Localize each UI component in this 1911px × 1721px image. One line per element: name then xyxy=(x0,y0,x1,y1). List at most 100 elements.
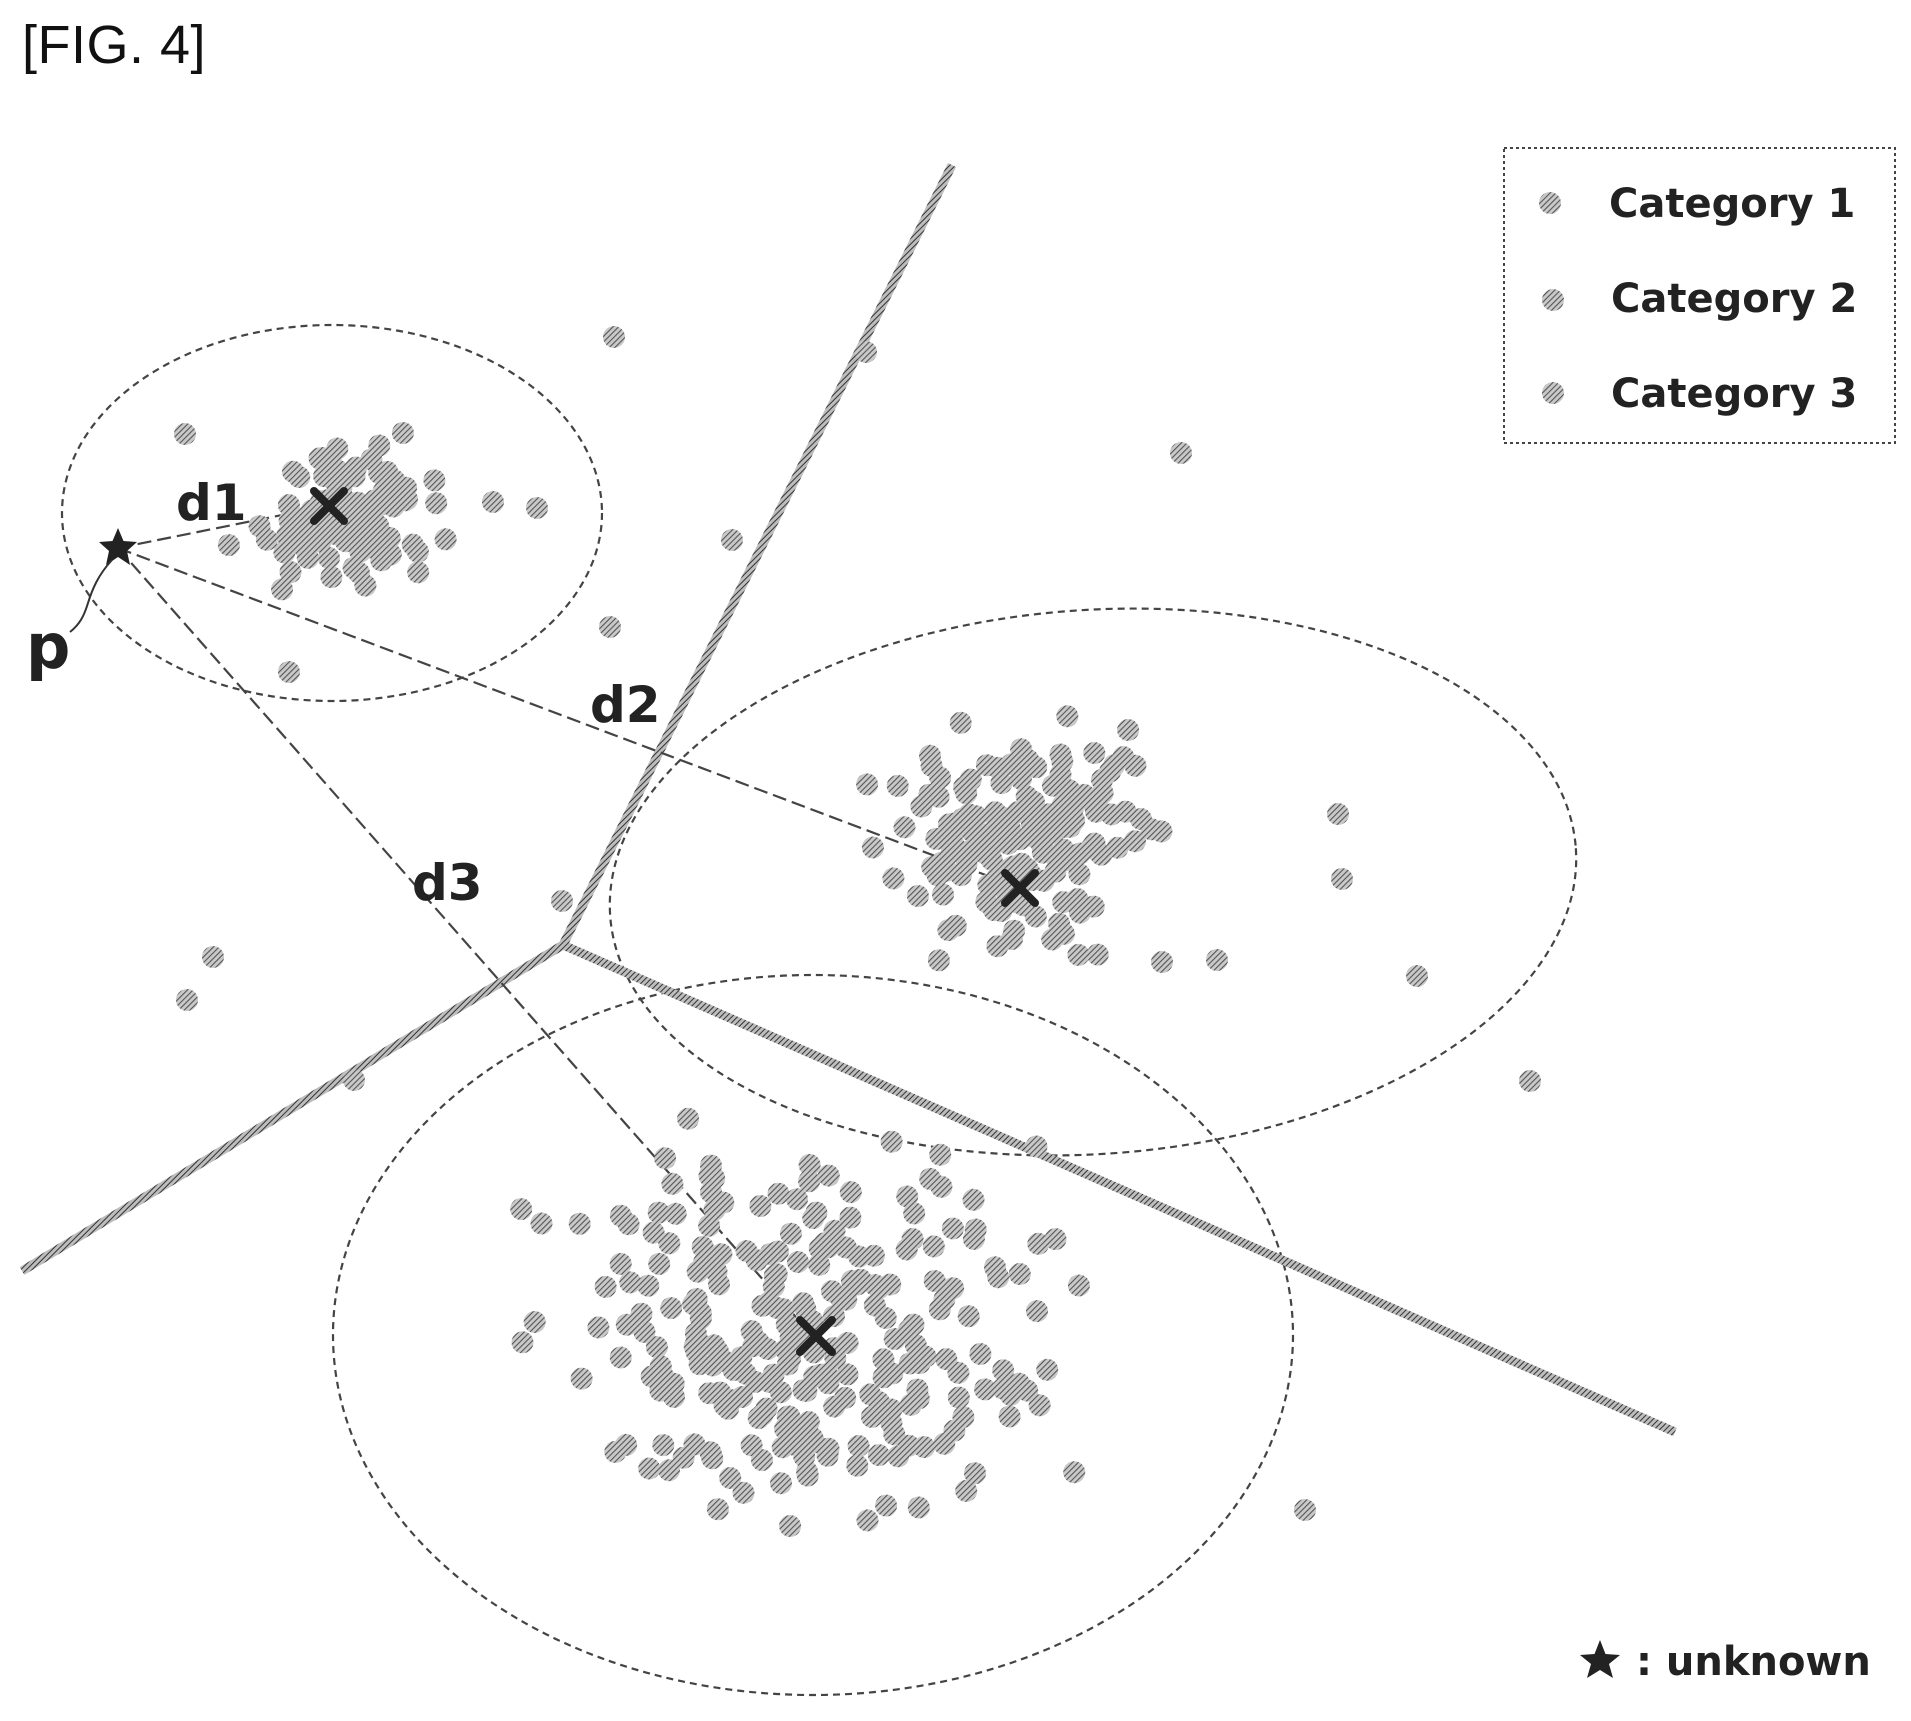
label-d2: d2 xyxy=(590,676,661,734)
scatter-point xyxy=(654,1147,677,1170)
scatter-point xyxy=(941,1217,964,1240)
scatter-point xyxy=(949,711,972,734)
scatter-point xyxy=(886,774,909,797)
scatter-point xyxy=(587,1316,610,1339)
centroid-markers xyxy=(310,487,1039,1356)
scatter-point xyxy=(1067,943,1090,966)
label-d3: d3 xyxy=(412,854,483,912)
scatter-point xyxy=(609,1204,632,1227)
scatter-point xyxy=(689,1301,712,1324)
scatter-point xyxy=(638,1457,661,1480)
scatter-point xyxy=(700,1443,723,1466)
scatter-point xyxy=(964,1462,986,1485)
scatter-point xyxy=(927,785,950,808)
scatter-point xyxy=(839,1206,862,1229)
scatter-point xyxy=(923,1270,946,1292)
scatter-point xyxy=(1028,1394,1051,1417)
scatter-point xyxy=(997,832,1020,855)
scatter-point xyxy=(1073,783,1096,806)
scatter-point xyxy=(719,1467,742,1489)
scatter-point xyxy=(523,1311,546,1333)
scatter-point xyxy=(423,469,446,492)
scatter-point xyxy=(1327,803,1349,825)
scatter-point xyxy=(609,1346,632,1369)
scatter-point xyxy=(434,528,457,551)
unknown-point-star-icon xyxy=(99,528,137,565)
scatter-point xyxy=(781,1419,804,1442)
scatter-point xyxy=(808,1253,831,1276)
scatter-point xyxy=(962,1188,985,1211)
scatter-point xyxy=(248,515,271,538)
scatter-point xyxy=(511,1331,534,1354)
scatter-point xyxy=(855,341,877,363)
scatter-point xyxy=(747,1407,770,1430)
scatter-point xyxy=(358,536,381,559)
scatter-point xyxy=(1016,1379,1039,1402)
scatter-point xyxy=(1036,1358,1059,1381)
scatter-point xyxy=(763,1264,786,1287)
scatter-point xyxy=(984,1256,1006,1279)
distance-lines xyxy=(117,505,1021,1334)
legend-category-3-label: Category 3 xyxy=(1611,371,1857,417)
scatter-point xyxy=(1331,868,1353,890)
scatter-point xyxy=(703,1167,726,1190)
label-p: p xyxy=(26,610,70,683)
scatter-point xyxy=(901,1228,924,1250)
scatter-point xyxy=(609,1252,632,1275)
scatter-point xyxy=(1024,905,1047,928)
scatter-point xyxy=(551,890,573,912)
scatter-point xyxy=(691,1236,714,1258)
scatter-point xyxy=(661,1172,684,1195)
legend-category-1-label: Category 1 xyxy=(1609,181,1855,227)
scatter-point xyxy=(906,885,929,907)
scatter-point xyxy=(907,1496,930,1519)
scatter-point xyxy=(974,1378,997,1401)
scatter-point xyxy=(902,1313,925,1336)
scatter-point xyxy=(658,1459,680,1482)
scatter-point xyxy=(697,1253,720,1276)
scatter-point xyxy=(1026,804,1048,827)
scatter-point xyxy=(769,1381,792,1404)
cluster-3-boundary xyxy=(331,973,1295,1697)
centroid-3-icon xyxy=(796,1316,836,1356)
scatter-point xyxy=(660,1297,683,1320)
scatter-point xyxy=(947,1361,970,1384)
scatter-point xyxy=(751,1449,773,1472)
scatter-point xyxy=(992,1359,1015,1382)
scatter-point xyxy=(615,1433,638,1456)
scatter-point xyxy=(893,816,916,839)
scatter-point xyxy=(308,447,331,470)
figure-label: [FIG. 4] xyxy=(22,15,207,75)
scatter-point xyxy=(360,448,383,471)
scatter-point xyxy=(829,1286,852,1309)
scatter-point xyxy=(861,836,884,859)
scatter-point xyxy=(202,946,224,968)
scatter-point xyxy=(1067,1274,1090,1297)
scatter-point xyxy=(742,1335,765,1358)
scatter-point xyxy=(1106,836,1129,859)
distance-line-d3 xyxy=(117,547,811,1334)
scatter-point xyxy=(271,578,293,601)
scatter-point xyxy=(957,1305,980,1328)
unknown-legend: : unknown xyxy=(1580,1639,1871,1685)
scatter-point xyxy=(930,1175,953,1198)
scatter-point xyxy=(176,989,198,1011)
scatter-point xyxy=(1044,860,1067,883)
scatter-point xyxy=(312,520,335,543)
scatter-point xyxy=(928,1298,951,1321)
scatter-point xyxy=(929,1143,952,1166)
scatter-point xyxy=(965,824,988,847)
scatter-point xyxy=(1170,442,1192,464)
scatter-point xyxy=(1114,800,1137,823)
scatter-point xyxy=(637,1274,660,1297)
scatter-point xyxy=(688,1353,711,1376)
p-leader-line xyxy=(69,559,113,633)
scatter-point xyxy=(1051,750,1074,773)
scatter-point xyxy=(942,832,965,855)
scatter-point xyxy=(816,1236,839,1259)
scatter-point xyxy=(647,1201,670,1224)
scatter-point xyxy=(999,1383,1022,1406)
scatter-point xyxy=(867,1444,890,1467)
scatter-point xyxy=(964,1218,987,1241)
